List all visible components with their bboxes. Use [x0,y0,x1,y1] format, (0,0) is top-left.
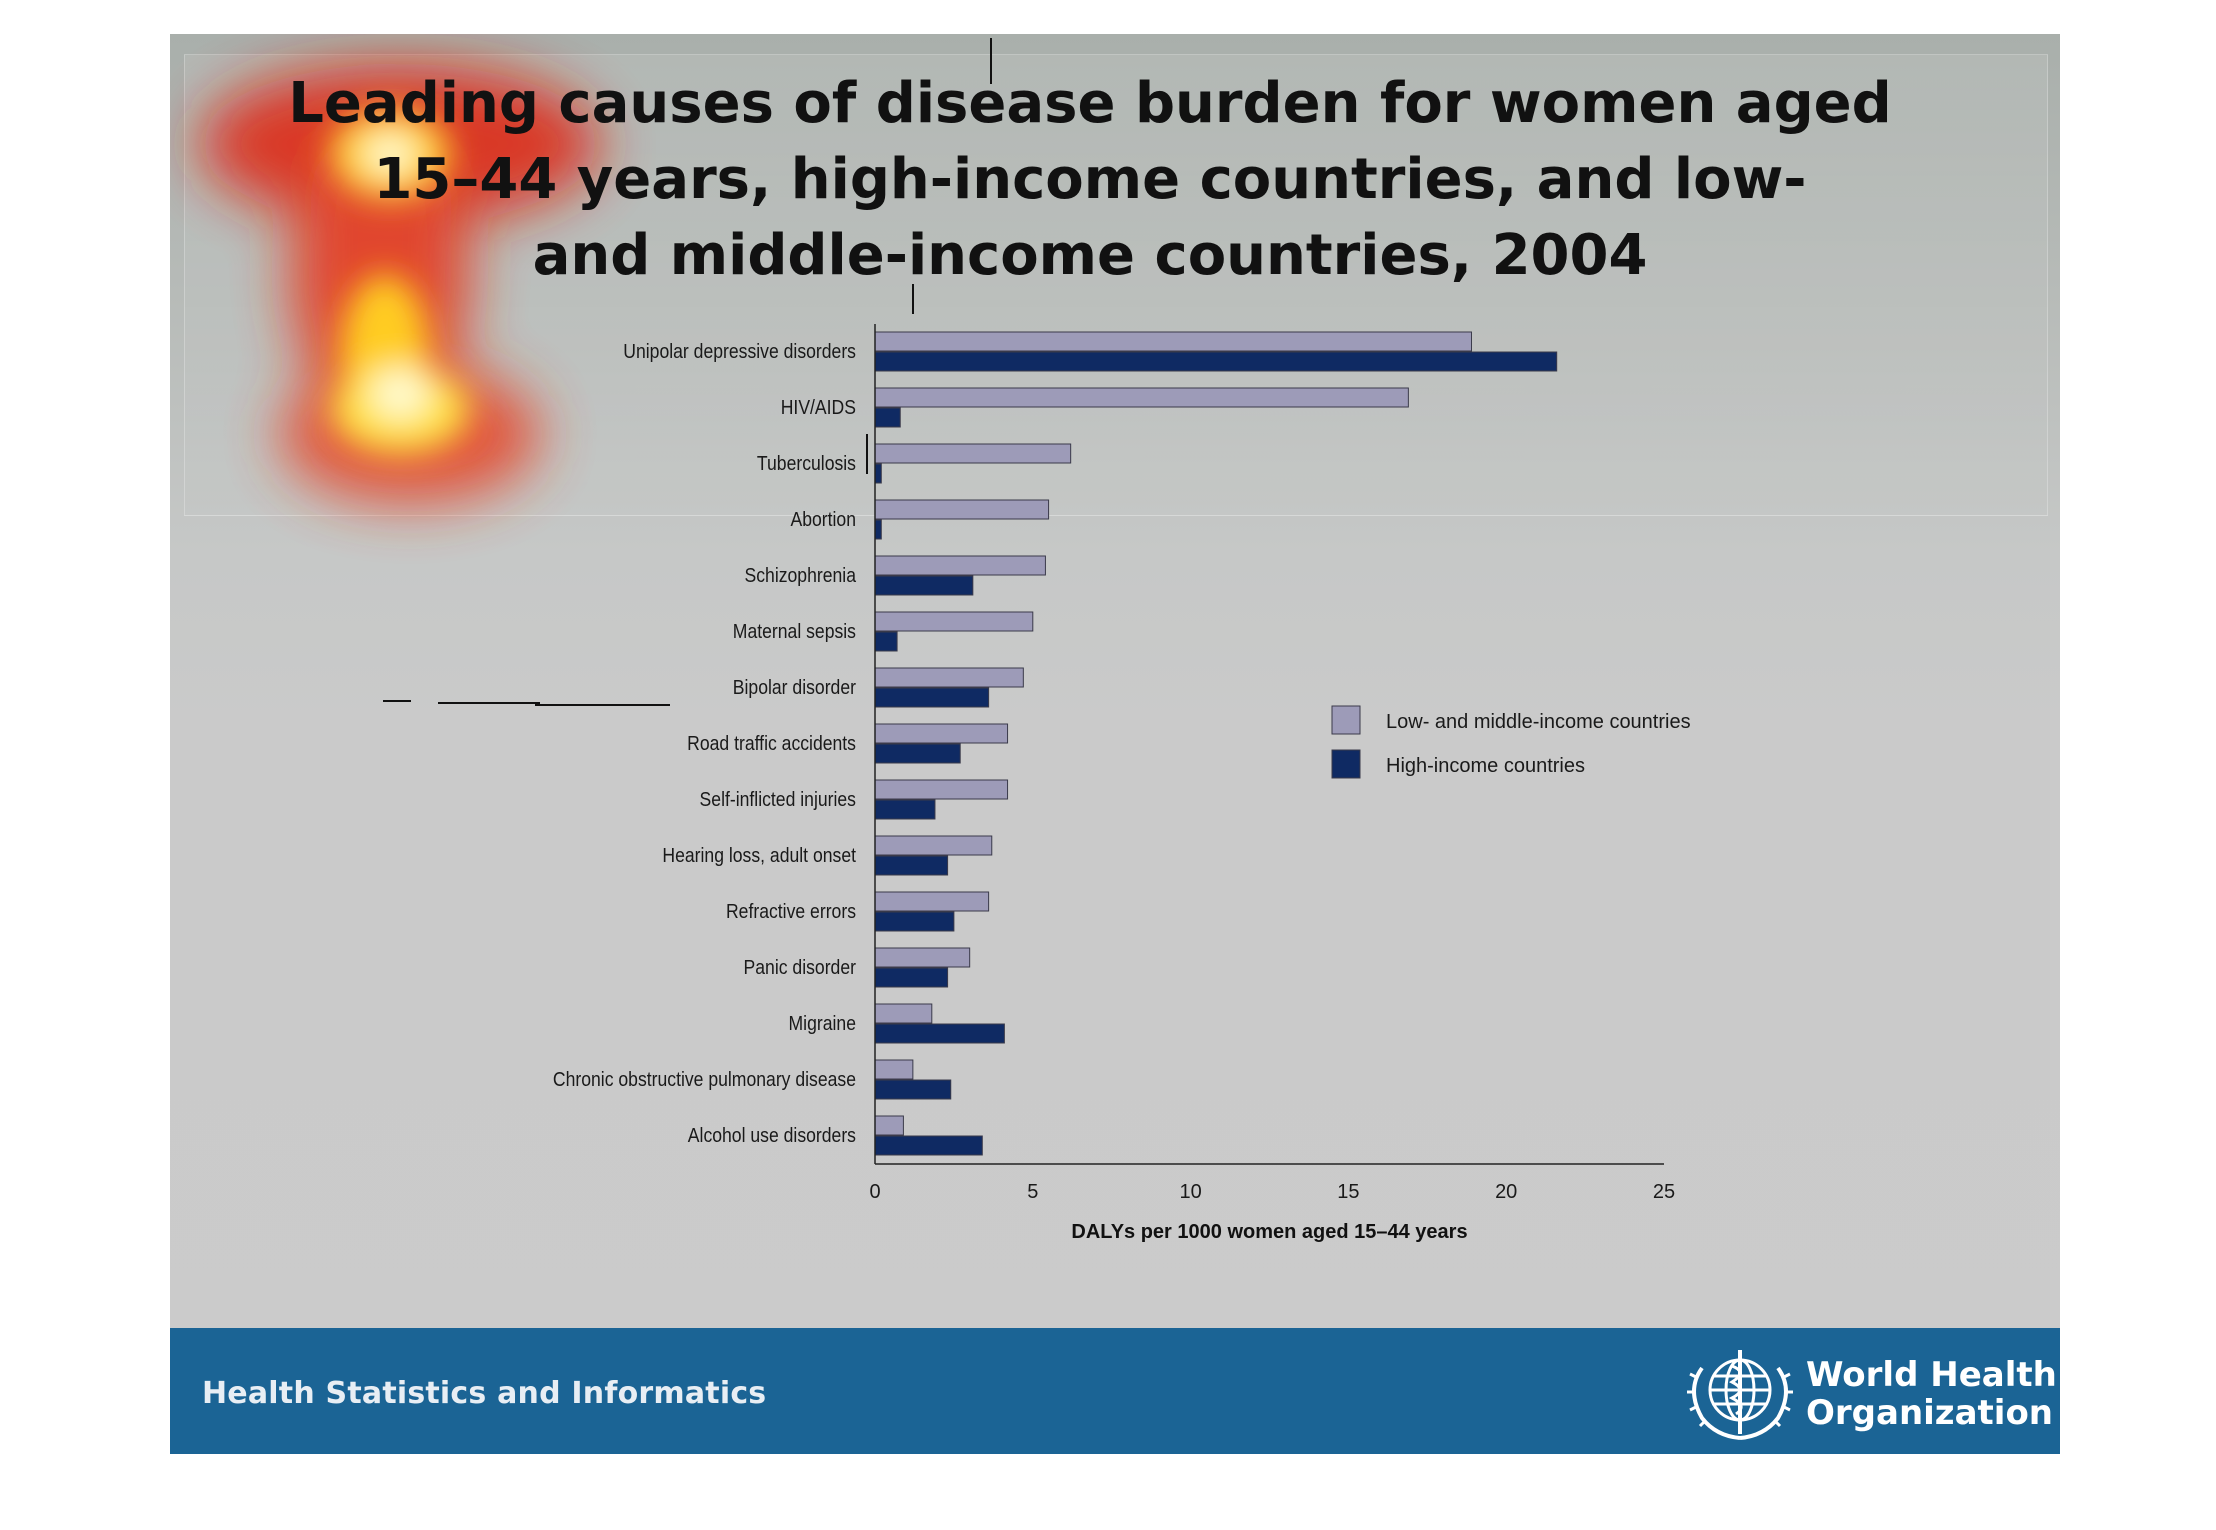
x-tick-label: 0 [869,1181,880,1203]
x-axis-label: DALYs per 1000 women aged 15–44 years [1071,1221,1467,1243]
org-name-line-2: Organization [1806,1393,2054,1433]
category-label: Hearing loss, adult onset [662,844,856,866]
title-line-3: and middle-income countries, 2004 [532,223,1648,288]
stray-line-mark [438,702,540,704]
stray-line-mark [383,700,411,702]
slide-background: Leading causes of disease burden for wom… [170,34,2060,1454]
bar-high-income [874,1023,1005,1044]
who-emblem-icon [1687,1350,1793,1440]
bar-low-middle-income [874,667,1024,688]
footer-bar: Health Statistics and Informatics World … [170,1328,2060,1454]
stray-line-mark [990,38,992,84]
bar-low-middle-income [874,331,1472,352]
bar-low-middle-income [874,443,1072,464]
bar-low-middle-income [874,835,993,856]
category-label: Abortion [790,508,856,530]
stray-line-mark [535,704,670,706]
bar-high-income [874,631,898,652]
bar-high-income [874,519,882,540]
x-tick-label: 10 [1179,1181,1201,1203]
who-organization-name: World Health Organization [1806,1356,2057,1432]
bar-high-income [874,855,949,876]
category-label: HIV/AIDS [781,396,856,418]
category-label: Self-inflicted injuries [700,788,856,810]
bar-low-middle-income [874,891,990,912]
bar-low-middle-income [874,1059,914,1080]
bar-low-middle-income [874,611,1034,632]
category-label: Schizophrenia [745,564,857,586]
title-line-1: Leading causes of disease burden for wom… [288,71,1892,136]
bar-high-income [874,1135,983,1156]
legend-label-high-income: High-income countries [1386,755,1585,777]
category-label: Migraine [789,1012,856,1034]
chart-title: Leading causes of disease burden for wom… [170,66,2010,294]
bar-low-middle-income [874,723,1009,744]
x-tick-label: 20 [1495,1181,1517,1203]
bar-high-income [874,799,936,820]
category-label: Chronic obstructive pulmonary disease [553,1068,856,1090]
bar-low-middle-income [874,1115,904,1136]
category-label: Panic disorder [744,956,856,978]
footer-label: Health Statistics and Informatics [202,1376,767,1411]
category-label: Tuberculosis [757,452,856,474]
bar-chart: Unipolar depressive disorders HIV/AIDS Tub… [553,324,1691,1243]
category-label: Unipolar depressive disorders [623,340,856,362]
bar-high-income [874,407,901,428]
category-label: Road traffic accidents [687,732,856,754]
org-name-line-1: World Health [1806,1355,2057,1395]
bar-low-middle-income [874,499,1050,520]
bar-high-income [874,463,882,484]
bar-high-income [874,743,961,764]
category-label: Bipolar disorder [733,676,856,698]
legend-swatch-low-middle-income [1331,705,1361,735]
bar-high-income [874,1079,952,1100]
category-label: Refractive errors [726,900,856,922]
bar-low-middle-income [874,779,1009,800]
bar-low-middle-income [874,1003,933,1024]
stray-line-mark [866,434,868,474]
stray-line-mark [912,284,914,314]
legend-label-low-middle-income: Low- and middle-income countries [1386,711,1691,733]
bar-high-income [874,575,974,596]
x-tick-label: 15 [1337,1181,1359,1203]
bar-high-income [874,687,990,708]
bar-high-income [874,351,1558,372]
x-tick-label: 25 [1653,1181,1675,1203]
bar-high-income [874,911,955,932]
bar-low-middle-income [874,947,971,968]
x-tick-label: 5 [1027,1181,1038,1203]
title-line-2: 15–44 years, high-income countries, and … [373,147,1807,212]
bar-high-income [874,967,949,988]
legend-swatch-high-income [1331,749,1361,779]
bar-low-middle-income [874,387,1409,408]
bar-low-middle-income [874,555,1046,576]
category-label: Maternal sepsis [733,620,856,642]
category-label: Alcohol use disorders [688,1124,856,1146]
